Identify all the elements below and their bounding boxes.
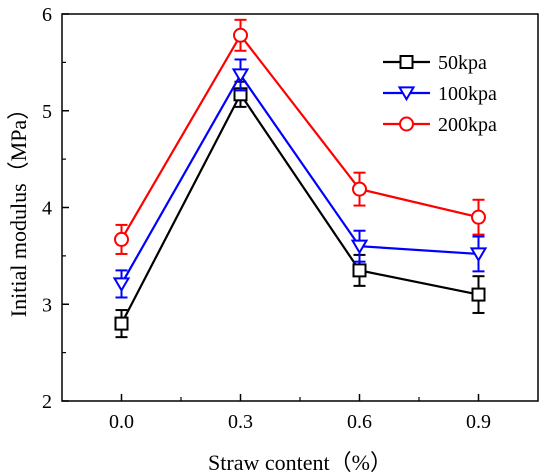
series-100kpa [112,58,488,299]
triangle-marker [112,277,131,293]
y-tick-label: 6 [42,4,52,26]
circle-marker [233,27,248,43]
square-marker [399,55,414,69]
triangle-marker [469,247,488,263]
triangle-marker [350,239,369,255]
series-50kpa [114,80,486,339]
circle-marker [114,231,129,247]
y-axis-label: Initial modulus（MPa） [6,98,31,317]
y-tick-label: 4 [42,198,52,220]
legend-label: 200kpa [438,114,497,136]
series-line [120,72,479,285]
triangle-marker [397,86,416,102]
axis-ticks: 2 3 4 5 6 0.0 0.3 0.6 0.9 [42,4,491,433]
legend: 50kpa 100kpa 200kpa [383,52,497,136]
series-line [120,33,479,240]
legend-item-200kpa: 200kpa [383,114,497,136]
series-line [120,92,479,325]
legend-label: 50kpa [438,52,487,74]
x-tick-label: 0.9 [466,411,491,433]
square-marker [352,263,367,278]
series-group [112,18,488,339]
x-tick-label: 0.0 [109,411,134,433]
y-tick-label: 3 [42,294,52,316]
legend-item-100kpa: 100kpa [383,83,497,105]
series-200kpa [114,18,486,255]
y-tick-label: 2 [42,391,52,413]
legend-label: 100kpa [438,83,497,105]
x-axis-label: Straw content（%） [208,450,392,475]
legend-item-50kpa: 50kpa [383,52,487,74]
circle-marker [471,209,486,225]
triangle-marker [231,68,250,84]
y-tick-label: 5 [42,101,52,123]
x-tick-label: 0.3 [228,411,253,433]
x-tick-label: 0.6 [347,411,372,433]
square-marker [471,287,486,302]
circle-marker [352,181,367,197]
circle-marker [399,116,414,132]
square-marker [114,316,129,331]
